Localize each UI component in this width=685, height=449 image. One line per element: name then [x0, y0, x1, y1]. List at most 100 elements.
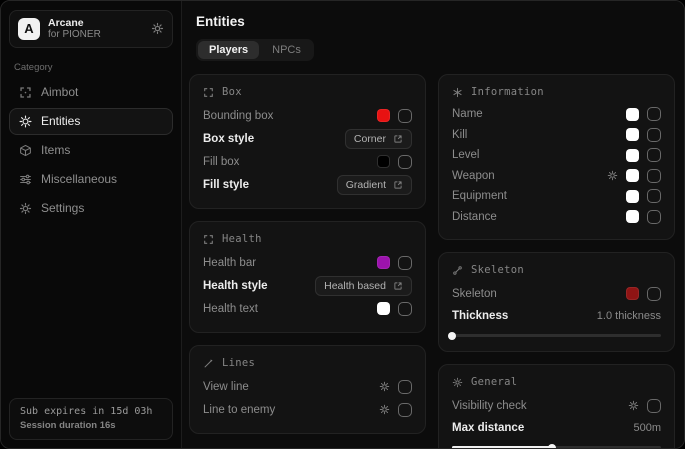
brand-logo-letter: A — [24, 21, 34, 37]
session-duration-text: Session duration 16s — [20, 420, 116, 431]
info-burst-icon — [452, 87, 463, 98]
brand-gear-icon[interactable] — [151, 22, 164, 35]
setting-row-health-text: Health text — [203, 297, 412, 320]
sidebar-item-label: Settings — [41, 201, 85, 216]
sidebar-item-miscellaneous[interactable]: Miscellaneous — [9, 166, 173, 193]
sidebar-item-aimbot[interactable]: Aimbot — [9, 79, 173, 106]
panel-header-label: Box — [222, 86, 242, 98]
kill-checkbox[interactable] — [647, 127, 661, 142]
main-content: Entities Players NPCs Box Bounding box — [182, 1, 684, 448]
color-swatch[interactable] — [377, 302, 390, 315]
line-to-enemy-checkbox[interactable] — [398, 402, 412, 417]
setting-label: Health style — [203, 279, 268, 292]
dropdown-value: Health based — [324, 279, 386, 292]
weapon-checkbox[interactable] — [647, 168, 661, 183]
color-swatch[interactable] — [626, 210, 639, 224]
color-swatch[interactable] — [626, 287, 639, 300]
health-text-checkbox[interactable] — [398, 301, 412, 316]
entity-type-tabs: Players NPCs — [196, 39, 314, 61]
max-distance-slider[interactable] — [452, 443, 661, 448]
sidebar-item-settings[interactable]: Settings — [9, 195, 173, 222]
health-panel: Health Health bar Health style Health ba… — [189, 221, 426, 333]
color-swatch[interactable] — [377, 256, 390, 269]
gear-icon[interactable] — [628, 400, 639, 411]
fill-box-checkbox[interactable] — [398, 154, 412, 169]
tab-players[interactable]: Players — [198, 41, 260, 59]
color-swatch[interactable] — [626, 148, 639, 162]
setting-label: Fill style — [203, 178, 250, 191]
box-panel: Box Bounding box Box style Corner — [189, 74, 426, 209]
sidebar-item-label: Aimbot — [41, 85, 79, 100]
health-bar-checkbox[interactable] — [398, 255, 412, 270]
setting-row-weapon: Weapon — [452, 166, 661, 187]
level-checkbox[interactable] — [647, 148, 661, 163]
setting-row-bounding-box: Bounding box — [203, 104, 412, 127]
bone-icon — [452, 265, 463, 276]
sidebar-item-label: Miscellaneous — [41, 172, 118, 187]
skeleton-panel: Skeleton Skeleton Thickness 1.0 thicknes… — [438, 252, 675, 352]
name-checkbox[interactable] — [647, 107, 661, 122]
slider-thumb[interactable] — [548, 443, 557, 448]
expand-icon — [393, 134, 403, 144]
brand-logo: A — [18, 17, 40, 40]
setting-label: Kill — [452, 128, 468, 141]
setting-row-name: Name — [452, 104, 661, 125]
setting-label: Equipment — [452, 190, 507, 203]
thickness-slider[interactable] — [448, 331, 661, 340]
thickness-row: Thickness 1.0 thickness — [452, 305, 661, 326]
setting-row-fill-style: Fill style Gradient — [203, 173, 412, 196]
color-swatch[interactable] — [377, 109, 390, 122]
line-pencil-icon — [203, 358, 214, 369]
visibility-check-checkbox[interactable] — [647, 398, 661, 413]
max-distance-row: Max distance 500m — [452, 417, 661, 438]
category-label: Category — [14, 61, 53, 73]
setting-row-visibility-check: Visibility check — [452, 394, 661, 417]
panel-columns: Box Bounding box Box style Corner — [189, 74, 675, 448]
sidebar-item-items[interactable]: Items — [9, 137, 173, 164]
color-swatch[interactable] — [626, 189, 639, 203]
setting-label: View line — [203, 380, 249, 393]
sidebar-item-entities[interactable]: Entities — [9, 107, 173, 135]
sidebar-nav: Aimbot Entities Items Miscellaneous — [9, 79, 173, 222]
box-style-dropdown[interactable]: Corner — [344, 128, 412, 149]
distance-checkbox[interactable] — [647, 209, 661, 224]
setting-label: Box style — [203, 132, 255, 145]
view-line-checkbox[interactable] — [398, 379, 412, 394]
setting-label: Distance — [452, 210, 497, 223]
left-column: Box Bounding box Box style Corner — [189, 74, 426, 448]
setting-row-kill: Kill — [452, 125, 661, 146]
health-style-dropdown[interactable]: Health based — [315, 275, 412, 296]
equipment-checkbox[interactable] — [647, 189, 661, 204]
bounding-box-checkbox[interactable] — [398, 108, 412, 123]
max-distance-value: 500m — [633, 421, 661, 434]
information-panel-header: Information — [452, 86, 661, 98]
setting-label: Bounding box — [203, 109, 274, 122]
color-swatch[interactable] — [626, 169, 639, 183]
color-swatch[interactable] — [377, 155, 390, 168]
skeleton-checkbox[interactable] — [647, 286, 661, 301]
color-swatch[interactable] — [626, 128, 639, 142]
gear-icon[interactable] — [379, 404, 390, 415]
gear-icon[interactable] — [379, 381, 390, 392]
lines-panel: Lines View line Line to enemy — [189, 345, 426, 434]
slider-thumb[interactable] — [448, 331, 456, 340]
setting-label: Weapon — [452, 169, 495, 182]
setting-label: Health text — [203, 302, 258, 315]
settings-gear-icon — [19, 202, 32, 215]
tab-npcs[interactable]: NPCs — [261, 41, 312, 59]
setting-label: Fill box — [203, 155, 240, 168]
brand-subtitle: for PIONER — [48, 29, 101, 41]
color-swatch[interactable] — [626, 107, 639, 121]
miscellaneous-sliders-icon — [19, 173, 32, 186]
general-panel: General Visibility check Max distance 50… — [438, 364, 675, 448]
sub-expires-text: Sub expires in 15d 03h — [20, 406, 153, 417]
gear-icon[interactable] — [607, 170, 618, 181]
setting-row-distance: Distance — [452, 207, 661, 228]
dropdown-value: Gradient — [345, 178, 386, 191]
setting-label: Visibility check — [452, 399, 527, 412]
fill-style-dropdown[interactable]: Gradient — [336, 174, 412, 195]
setting-row-skeleton: Skeleton — [452, 282, 661, 305]
panel-header-label: Health — [222, 233, 262, 245]
panel-header-label: Lines — [222, 357, 256, 369]
sun-icon — [452, 377, 463, 388]
